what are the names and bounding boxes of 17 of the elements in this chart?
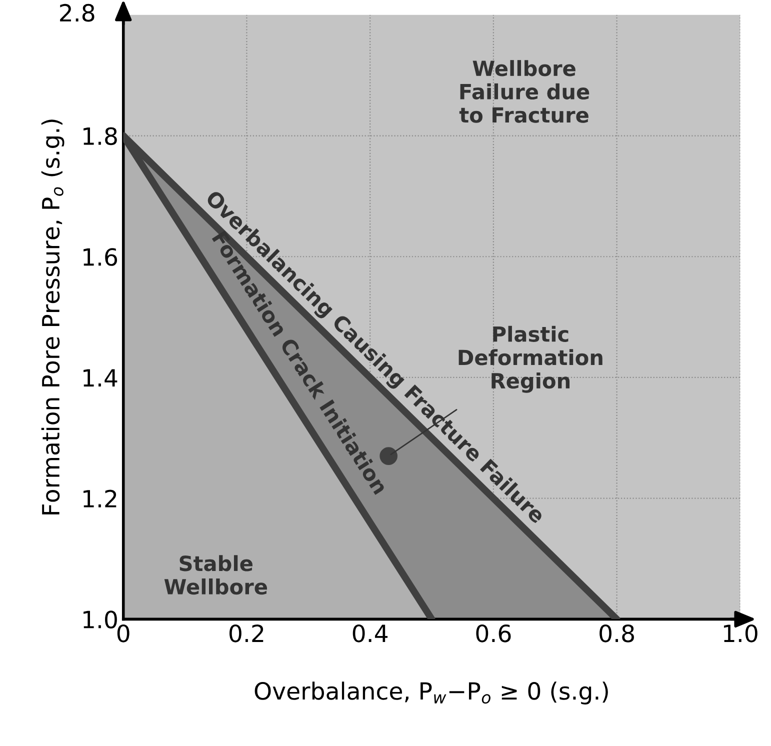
- y-tick-label: 1.8: [84, 127, 117, 146]
- x-tick-label: 0.4: [352, 624, 388, 642]
- annotation: Stable Wellbore: [164, 555, 268, 595]
- y-tick-label: 1.0: [84, 610, 117, 628]
- y-tick-label: 1.4: [84, 369, 118, 386]
- x-tick-label: 0.6: [476, 624, 511, 642]
- x-tick-label: 0.2: [230, 624, 264, 642]
- y-tick-label: 1.6: [84, 248, 118, 266]
- annotation: Wellbore Failure due to Fracture: [459, 60, 590, 123]
- y-tick-label: 1.2: [84, 490, 116, 508]
- text: 2.8: [60, 4, 94, 22]
- x-axis-title: Overbalance, P$_{w}$−P$_{o}$ ≥ 0 (s.g.): [254, 682, 608, 704]
- x-tick-label: 1.0: [724, 624, 758, 642]
- y-axis-title: Formation Pore Pressure, P$_{o}$ (s.g.): [41, 120, 64, 514]
- x-tick-label: 0.8: [600, 624, 634, 642]
- annotation: Plastic Deformation Region: [458, 326, 602, 393]
- x-tick-label: 0: [117, 624, 130, 642]
